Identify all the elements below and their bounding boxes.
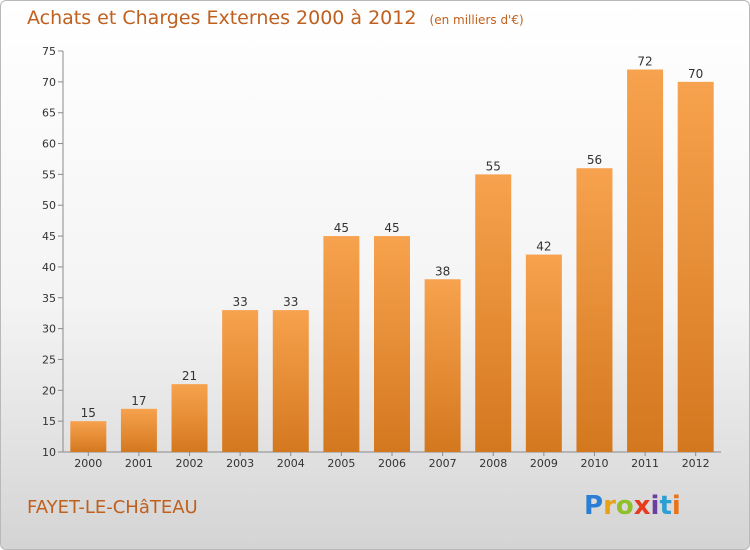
y-tick-label: 50 bbox=[42, 199, 56, 212]
y-tick-label: 15 bbox=[42, 415, 56, 428]
bar bbox=[576, 168, 613, 452]
chart-unit-label: (en milliers d'€) bbox=[429, 13, 524, 27]
y-tick-label: 25 bbox=[42, 353, 56, 366]
logo-letter: i bbox=[650, 491, 660, 521]
bar bbox=[70, 421, 107, 452]
bar bbox=[323, 236, 360, 452]
bar bbox=[677, 81, 714, 452]
y-tick-label: 65 bbox=[42, 107, 56, 120]
bar bbox=[171, 384, 208, 452]
bar-value-label: 33 bbox=[283, 295, 298, 309]
x-tick-label: 2001 bbox=[125, 457, 153, 470]
x-tick-label: 2008 bbox=[479, 457, 507, 470]
x-tick-label: 2002 bbox=[176, 457, 204, 470]
bar bbox=[272, 310, 309, 452]
x-tick-label: 2011 bbox=[631, 457, 659, 470]
y-tick-label: 20 bbox=[42, 384, 56, 397]
bar-value-label: 55 bbox=[486, 159, 501, 173]
bar bbox=[424, 279, 461, 452]
bar bbox=[525, 254, 562, 452]
chart-title: Achats et Charges Externes 2000 à 2012 bbox=[27, 7, 417, 29]
bar-value-label: 72 bbox=[637, 55, 652, 69]
place-name: FAYET-LE-CHâTEAU bbox=[27, 497, 198, 518]
y-tick-label: 70 bbox=[42, 76, 56, 89]
x-tick-label: 2000 bbox=[74, 457, 102, 470]
proxiti-logo: Proxiti bbox=[584, 491, 681, 521]
logo-letter: x bbox=[633, 491, 651, 521]
x-tick-label: 2012 bbox=[682, 457, 710, 470]
logo-letter: r bbox=[603, 491, 616, 521]
y-tick-label: 60 bbox=[42, 138, 56, 151]
bar bbox=[475, 174, 512, 452]
logo-letter: t bbox=[659, 491, 672, 521]
bar bbox=[120, 408, 157, 452]
logo-letter: P bbox=[584, 491, 604, 521]
bar-value-label: 17 bbox=[131, 394, 146, 408]
bar bbox=[627, 69, 664, 452]
y-tick-label: 75 bbox=[42, 45, 56, 58]
x-tick-label: 2009 bbox=[530, 457, 558, 470]
y-tick-label: 30 bbox=[42, 323, 56, 336]
x-tick-label: 2010 bbox=[580, 457, 608, 470]
y-tick-label: 35 bbox=[42, 292, 56, 305]
y-tick-label: 40 bbox=[42, 261, 56, 274]
x-tick-label: 2007 bbox=[429, 457, 457, 470]
bar bbox=[374, 236, 410, 452]
bar-value-label: 45 bbox=[384, 221, 399, 235]
bar-value-label: 38 bbox=[435, 264, 450, 278]
x-tick-label: 2005 bbox=[327, 457, 355, 470]
bar-value-label: 45 bbox=[334, 221, 349, 235]
bar bbox=[222, 310, 259, 452]
logo-letter: i bbox=[671, 491, 681, 521]
x-tick-label: 2003 bbox=[226, 457, 254, 470]
chart-title-block: Achats et Charges Externes 2000 à 2012 (… bbox=[27, 7, 524, 29]
bar-value-label: 33 bbox=[233, 295, 248, 309]
logo-letter: o bbox=[615, 491, 634, 521]
bar-value-label: 70 bbox=[688, 67, 703, 81]
y-tick-label: 10 bbox=[42, 446, 56, 459]
y-tick-label: 55 bbox=[42, 168, 56, 181]
x-tick-label: 2004 bbox=[277, 457, 305, 470]
bar-value-label: 21 bbox=[182, 369, 197, 383]
bar-value-label: 15 bbox=[81, 406, 96, 420]
x-tick-label: 2006 bbox=[378, 457, 406, 470]
bar-value-label: 56 bbox=[587, 153, 602, 167]
bar-value-label: 42 bbox=[536, 240, 551, 254]
y-tick-label: 45 bbox=[42, 230, 56, 243]
